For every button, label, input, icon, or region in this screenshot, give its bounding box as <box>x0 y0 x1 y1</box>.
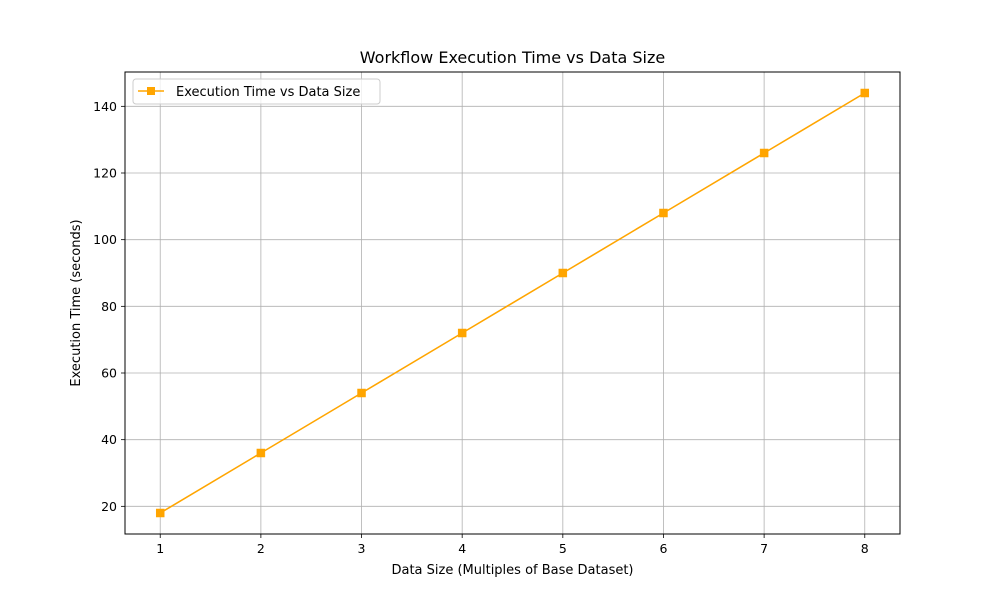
x-tick-label: 4 <box>458 541 466 556</box>
legend: Execution Time vs Data Size <box>132 78 381 105</box>
data-point-marker <box>357 388 366 398</box>
x-axis-ticks: 1 2 3 4 5 6 7 8 <box>156 534 869 556</box>
data-point-marker <box>659 208 668 218</box>
y-axis-ticks: 20 40 60 80 100 120 140 <box>93 99 125 514</box>
series-line <box>159 92 866 514</box>
legend-label: Execution Time vs Data Size <box>176 85 360 100</box>
data-point-marker <box>558 268 568 278</box>
chart-title: Workflow Execution Time vs Data Size <box>360 48 665 67</box>
x-tick-label: 7 <box>760 541 768 556</box>
x-tick-label: 5 <box>559 541 567 556</box>
y-tick-label: 140 <box>93 99 117 114</box>
x-tick-label: 8 <box>861 541 869 556</box>
plot-frame <box>124 71 901 535</box>
x-tick-label: 6 <box>659 541 667 556</box>
data-point-marker <box>759 148 769 158</box>
x-tick-label: 2 <box>257 541 265 556</box>
series-layer <box>155 88 870 518</box>
y-axis-label: Execution Time (seconds) <box>69 219 84 386</box>
legend-box <box>132 78 381 105</box>
grid-lines <box>125 72 900 534</box>
y-tick-label: 60 <box>101 366 117 381</box>
y-tick-label: 80 <box>101 299 117 314</box>
y-tick-label: 100 <box>93 232 117 247</box>
legend-marker-sample <box>147 87 155 95</box>
x-tick-label: 3 <box>358 541 366 556</box>
y-tick-label: 20 <box>101 499 117 514</box>
data-point-marker <box>457 328 467 338</box>
x-axis-label: Data Size (Multiples of Base Dataset) <box>391 563 633 578</box>
x-tick-label: 1 <box>156 541 164 556</box>
data-point-marker <box>155 508 165 518</box>
y-tick-label: 40 <box>101 432 117 447</box>
y-tick-label: 120 <box>93 166 117 181</box>
data-point-marker <box>256 448 266 458</box>
data-point-marker <box>860 88 870 98</box>
